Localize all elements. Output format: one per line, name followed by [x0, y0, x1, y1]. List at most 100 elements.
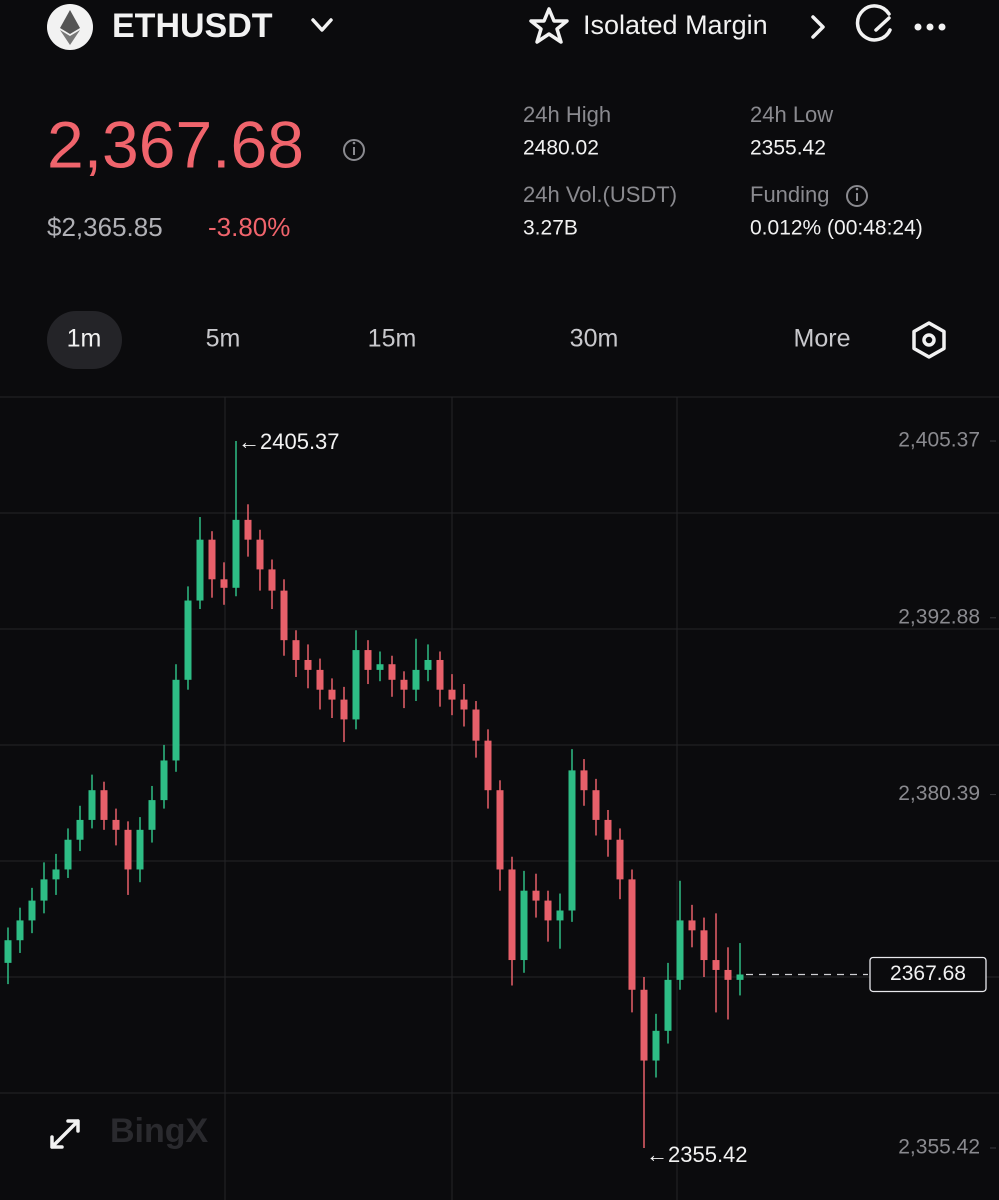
chart-settings[interactable] [912, 321, 946, 359]
y-tick-label: 2,405.37 [898, 429, 980, 452]
candle-body [628, 879, 636, 990]
candle-body [88, 790, 96, 820]
candle-body [400, 679, 408, 690]
extreme-annotation: ←2355.42 [646, 1142, 748, 1167]
candle-body [268, 569, 276, 591]
candle-body [568, 770, 576, 911]
margin-arrow[interactable] [811, 15, 825, 39]
candle-body [112, 819, 120, 830]
candle-body [64, 839, 72, 870]
extreme-annotation: ←2405.37 [238, 429, 340, 454]
candle-body [76, 819, 84, 840]
timeframe-tab[interactable]: 30m [570, 325, 619, 353]
stat-value: 2355.42 [750, 137, 826, 160]
symbol[interactable]: ETHUSDT [112, 7, 273, 45]
candle-body [16, 920, 24, 941]
candle-body [736, 974, 744, 980]
candle-body [424, 659, 432, 670]
candle-body [580, 770, 588, 791]
candle-body [172, 679, 180, 761]
candle-body [232, 519, 240, 588]
candle-body [244, 519, 252, 540]
timeframe-tab[interactable]: 15m [368, 325, 417, 353]
funding-info-icon[interactable] [846, 185, 868, 207]
last-price: 2,367.68 [47, 107, 304, 181]
candle-body [604, 819, 612, 840]
candle-body [700, 930, 708, 961]
candle-body [124, 829, 132, 870]
candle-body [304, 659, 312, 670]
candle-body [316, 669, 324, 690]
refresh-icon[interactable] [855, 4, 892, 42]
candle-body [388, 664, 396, 680]
candle-body [52, 869, 60, 880]
stat-label: 24h Vol.(USDT) [523, 182, 677, 207]
candle-body [556, 910, 564, 921]
fullscreen-icon[interactable] [50, 1119, 80, 1149]
candle-body [640, 989, 648, 1061]
candle-body [136, 829, 144, 870]
active-timeframe-pill [47, 311, 122, 369]
info-icon[interactable] [343, 139, 365, 161]
candle-body [496, 790, 504, 870]
candle-body [256, 539, 264, 570]
chart-grid [0, 396, 999, 1200]
candle-body [652, 1030, 660, 1061]
candle-body [184, 600, 192, 680]
candle-body [664, 979, 672, 1031]
stat-label: Funding [750, 182, 830, 207]
candle-body [616, 839, 624, 880]
candle-body [724, 969, 732, 980]
candle-body [340, 699, 348, 720]
candle-body [520, 890, 528, 961]
candles [4, 441, 744, 1149]
price-change: -3.80% [208, 212, 290, 242]
candle-body [220, 579, 228, 588]
timeframe-tab[interactable]: 1m [67, 325, 102, 353]
watermark: BingX [110, 1112, 209, 1150]
symbol-dropdown[interactable] [311, 18, 333, 32]
candle-body [148, 800, 156, 830]
candle-body [436, 659, 444, 690]
candle-body [364, 650, 372, 670]
timeframe-tab[interactable]: 5m [206, 325, 241, 353]
candle-body [484, 740, 492, 791]
candle-body [532, 890, 540, 901]
usd-price: $2,365.85 [47, 212, 163, 242]
candle-body [280, 590, 288, 641]
stat-value: 0.012% (00:48:24) [750, 217, 923, 240]
stat-label: 24h High [523, 102, 611, 127]
stat-value: 3.27B [523, 217, 578, 240]
candle-body [196, 539, 204, 601]
favorite-star[interactable] [529, 7, 569, 44]
candle-body [160, 760, 168, 801]
candle-body [508, 869, 516, 961]
candle-body [328, 689, 336, 700]
candle-body [40, 879, 48, 901]
stat-label: 24h Low [750, 102, 833, 127]
last-price-box [869, 956, 987, 993]
more-menu[interactable] [914, 23, 946, 31]
candle-body [412, 669, 420, 690]
stat-value: 2480.02 [523, 137, 599, 160]
margin-mode[interactable]: Isolated Margin [583, 10, 768, 40]
candle-body [100, 790, 108, 820]
candle-body [292, 640, 300, 660]
candle-body [376, 664, 384, 670]
y-tick-label: 2,355.42 [898, 1136, 980, 1159]
candle-body [688, 920, 696, 931]
candle-body [544, 900, 552, 921]
y-tick-label: 2,392.88 [898, 605, 980, 628]
last-price-label: 2367.68 [890, 962, 966, 985]
timeframe-tab[interactable]: More [794, 325, 851, 353]
candle-body [460, 699, 468, 710]
candle-body [712, 960, 720, 970]
y-tick-label: 2,380.39 [898, 782, 980, 805]
candle-body [4, 940, 12, 963]
candle-body [592, 790, 600, 820]
candle-body [676, 920, 684, 980]
candle-body [28, 900, 36, 921]
